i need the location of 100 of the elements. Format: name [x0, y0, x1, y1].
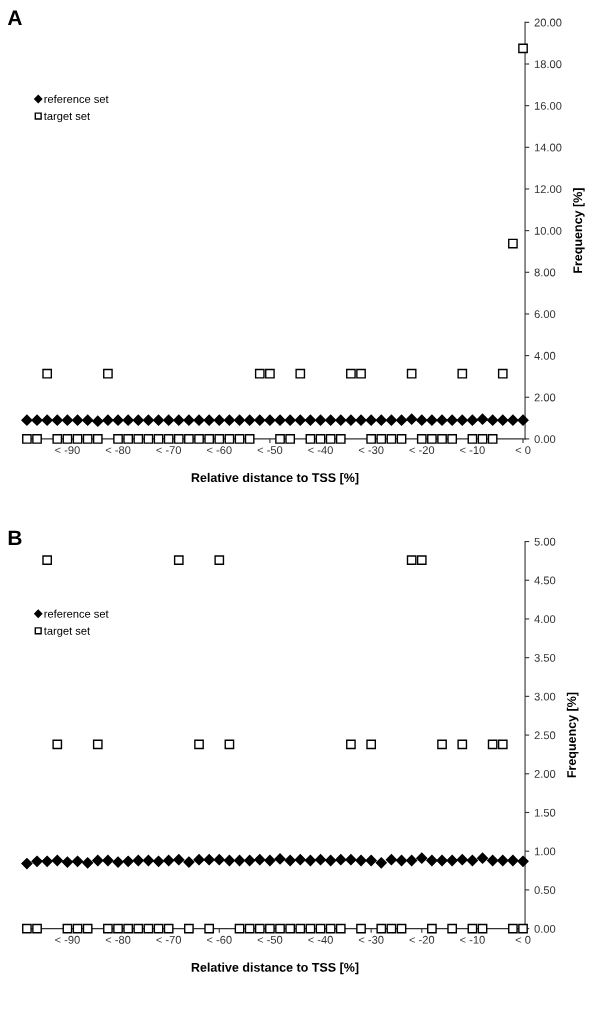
point	[294, 414, 306, 426]
point	[254, 368, 265, 379]
y-tick-label: 12.00	[534, 185, 562, 194]
point	[365, 414, 377, 426]
point	[456, 854, 468, 866]
point	[102, 854, 114, 867]
point	[304, 414, 317, 426]
point	[467, 923, 478, 934]
point	[467, 434, 478, 444]
point	[427, 923, 437, 934]
y-tick-label: 1.00	[534, 847, 556, 856]
point	[31, 855, 43, 867]
point	[194, 739, 204, 750]
point	[82, 414, 94, 426]
x-tick-label: < -70	[156, 446, 182, 455]
point	[184, 923, 194, 934]
point	[21, 857, 33, 870]
point	[82, 923, 93, 934]
point	[173, 434, 184, 444]
x-tick-label: < -40	[308, 935, 333, 944]
legend-label: target set	[43, 627, 91, 637]
point	[295, 368, 306, 379]
point	[406, 555, 417, 565]
point	[42, 368, 53, 379]
x-tick-label: < -10	[460, 935, 485, 944]
point	[295, 923, 306, 934]
point	[386, 434, 397, 444]
point	[143, 434, 154, 444]
point	[52, 739, 63, 750]
point	[142, 414, 155, 426]
point	[406, 854, 418, 867]
point	[487, 854, 499, 867]
point	[437, 434, 447, 444]
point	[275, 923, 285, 934]
point	[103, 368, 113, 379]
x-tick-label: < -40	[308, 446, 333, 455]
point	[427, 434, 437, 444]
point	[42, 555, 53, 565]
point	[274, 414, 286, 426]
x-tick-label: < -80	[105, 446, 131, 455]
y-tick-label: 14.00	[534, 143, 562, 152]
point	[71, 855, 84, 867]
point	[244, 434, 255, 444]
point	[385, 414, 398, 426]
point	[51, 414, 63, 426]
point	[214, 555, 225, 565]
x-tick-label: < -60	[207, 446, 232, 455]
x-tick-label: < -70	[156, 935, 182, 944]
point	[173, 555, 184, 565]
point	[325, 434, 336, 444]
point	[92, 739, 103, 750]
point	[21, 414, 33, 426]
point	[366, 434, 377, 444]
y-tick-label: 1.50	[534, 808, 556, 817]
point	[294, 854, 306, 866]
x-tick-label: < -10	[460, 446, 485, 455]
point	[152, 855, 165, 867]
x-axis-title: Relative distance to TSS [%]	[191, 962, 359, 975]
point	[395, 414, 408, 426]
point	[244, 923, 255, 934]
point	[345, 414, 357, 426]
point	[457, 739, 468, 750]
point	[446, 414, 458, 426]
point	[507, 414, 519, 426]
point	[163, 434, 174, 444]
point	[163, 854, 175, 867]
point	[214, 434, 225, 444]
point	[32, 923, 42, 934]
point	[122, 414, 134, 426]
x-tick-label: < 0	[515, 935, 531, 944]
point	[497, 854, 509, 867]
point	[153, 434, 164, 444]
x-tick-label: < -80	[105, 935, 131, 944]
y-tick-label: 8.00	[534, 268, 556, 277]
point	[103, 923, 113, 934]
point	[122, 855, 134, 867]
point	[355, 414, 367, 426]
point	[183, 856, 195, 868]
point	[265, 923, 275, 934]
point	[508, 238, 518, 249]
x-tick-label: < -20	[409, 446, 435, 455]
point	[152, 414, 165, 426]
point	[305, 434, 316, 444]
x-tick-label: < -90	[55, 446, 80, 455]
point	[456, 414, 468, 426]
x-tick-label: < 0	[515, 446, 531, 455]
point	[132, 854, 144, 867]
y-tick-label: 2.50	[534, 731, 556, 740]
y-tick-label: 6.00	[534, 310, 556, 319]
point	[92, 854, 104, 867]
point	[244, 854, 256, 867]
legend-label: target set	[43, 112, 91, 123]
point	[173, 414, 185, 426]
point	[113, 923, 123, 934]
point	[61, 414, 74, 426]
point	[466, 854, 479, 867]
point	[132, 414, 144, 426]
y-tick-label: 0.00	[534, 924, 556, 933]
y-tick-label: 5.00	[534, 537, 556, 546]
point	[51, 854, 63, 867]
